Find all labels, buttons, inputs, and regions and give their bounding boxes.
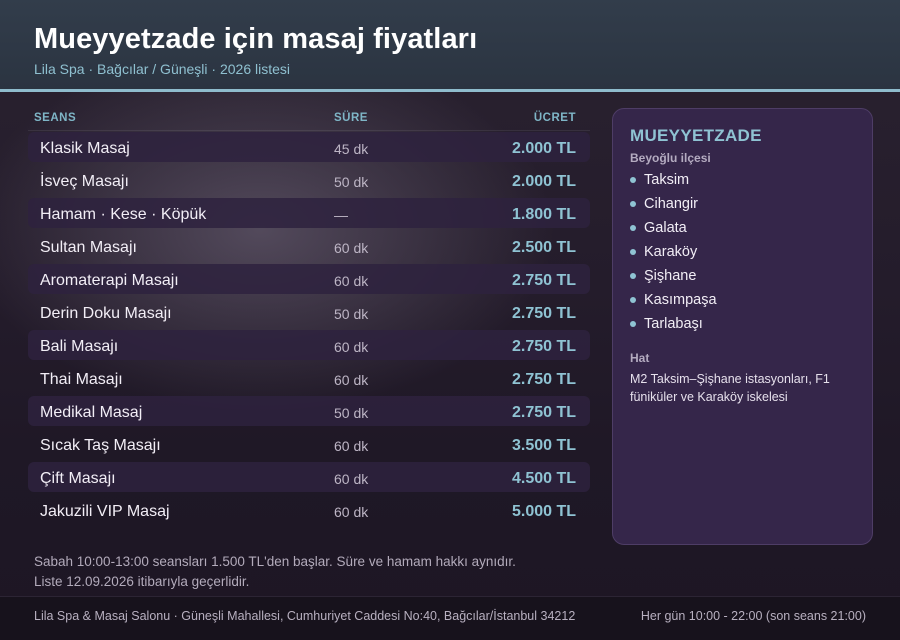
service-price: 2.000 TL bbox=[511, 140, 576, 157]
bullet-icon bbox=[630, 177, 636, 183]
district-name: Cihangir bbox=[644, 196, 698, 212]
service-price: 2.750 TL bbox=[511, 338, 576, 355]
list-item: Karaköy bbox=[630, 243, 717, 267]
list-item: Cihangir bbox=[630, 195, 717, 219]
service-price: 2.750 TL bbox=[511, 272, 576, 289]
bullet-icon bbox=[630, 201, 636, 207]
table-row: Jakuzili VIP Masaj 60 dk 5.000 TL bbox=[28, 495, 590, 525]
service-duration: 60 dk bbox=[334, 240, 369, 256]
table-row: İsveç Masajı 50 dk 2.000 TL bbox=[28, 165, 590, 195]
service-price: 4.500 TL bbox=[511, 470, 576, 487]
column-header-ucret: ÜCRET bbox=[533, 112, 576, 124]
service-duration: 50 dk bbox=[334, 306, 369, 322]
transit-label: Hat bbox=[630, 351, 650, 365]
table-header-divider bbox=[28, 130, 590, 131]
service-price: 2.500 TL bbox=[511, 239, 576, 256]
page-footer: Lila Spa & Masaj Salonu · Güneşli Mahall… bbox=[0, 596, 900, 640]
district-name: Karaköy bbox=[644, 244, 698, 260]
district-list: Taksim Cihangir Galata Karaköy Şişhane K… bbox=[630, 171, 717, 339]
bullet-icon bbox=[630, 225, 636, 231]
district-name: Şişhane bbox=[644, 268, 697, 284]
service-duration: 50 dk bbox=[334, 174, 369, 190]
service-price: 2.000 TL bbox=[511, 173, 576, 190]
service-name: Sıcak Taş Masajı bbox=[40, 437, 161, 454]
card-title: MUEYYETZADE bbox=[630, 126, 762, 145]
table-row: Aromaterapi Masajı 60 dk 2.750 TL bbox=[28, 264, 590, 294]
page-header: Mueyyetzade için masaj fiyatları Lila Sp… bbox=[0, 0, 900, 89]
service-duration: 60 dk bbox=[334, 339, 369, 355]
list-item: Şişhane bbox=[630, 267, 717, 291]
table-row: Thai Masajı 60 dk 2.750 TL bbox=[28, 363, 590, 393]
transit-info: M2 Taksim–Şişhane istasyonları, F1 fünik… bbox=[630, 372, 830, 404]
district-name: Tarlabaşı bbox=[644, 316, 703, 332]
bullet-icon bbox=[630, 297, 636, 303]
service-duration: 45 dk bbox=[334, 141, 369, 157]
table-row: Çift Masajı 60 dk 4.500 TL bbox=[28, 462, 590, 492]
note-line-validity: Liste 12.09.2026 itibarıyla geçerlidir. bbox=[34, 574, 250, 589]
district-name: Kasımpaşa bbox=[644, 292, 717, 308]
service-name: Jakuzili VIP Masaj bbox=[40, 503, 170, 520]
bullet-icon bbox=[630, 273, 636, 279]
service-name: Klasik Masaj bbox=[40, 140, 130, 157]
column-header-sure: SÜRE bbox=[334, 112, 368, 124]
service-price: 2.750 TL bbox=[511, 305, 576, 322]
price-notes: Sabah 10:00-13:00 seansları 1.500 TL'den… bbox=[34, 552, 594, 592]
service-name: Çift Masajı bbox=[40, 470, 116, 487]
service-name: Medikal Masaj bbox=[40, 404, 143, 421]
service-name: Sultan Masajı bbox=[40, 239, 137, 256]
table-row: Sıcak Taş Masajı 60 dk 3.500 TL bbox=[28, 429, 590, 459]
service-name: Hamam · Kese · Köpük bbox=[40, 206, 207, 223]
service-name: Thai Masajı bbox=[40, 371, 123, 388]
service-duration: 60 dk bbox=[334, 273, 369, 289]
footer-address: Lila Spa & Masaj Salonu · Güneşli Mahall… bbox=[34, 609, 576, 623]
table-row: Derin Doku Masajı 50 dk 2.750 TL bbox=[28, 297, 590, 327]
service-duration: 60 dk bbox=[334, 372, 369, 388]
service-duration: 60 dk bbox=[334, 471, 369, 487]
page-title: Mueyyetzade için masaj fiyatları bbox=[34, 23, 478, 55]
column-header-seans: SEANS bbox=[34, 112, 77, 124]
note-line-morning: Sabah 10:00-13:00 seansları 1.500 TL'den… bbox=[34, 554, 516, 569]
district-card: MUEYYETZADE Beyoğlu ilçesi Taksim Cihang… bbox=[612, 108, 873, 545]
table-row: Hamam · Kese · Köpük — 1.800 TL bbox=[28, 198, 590, 228]
list-item: Tarlabaşı bbox=[630, 315, 717, 339]
service-price: 5.000 TL bbox=[511, 503, 576, 520]
list-item: Taksim bbox=[630, 171, 717, 195]
price-table: Klasik Masaj 45 dk 2.000 TL İsveç Masajı… bbox=[28, 132, 590, 528]
table-row: Medikal Masaj 50 dk 2.750 TL bbox=[28, 396, 590, 426]
service-duration: — bbox=[334, 207, 348, 223]
header-divider bbox=[0, 89, 900, 92]
service-price: 3.500 TL bbox=[511, 437, 576, 454]
list-item: Galata bbox=[630, 219, 717, 243]
bullet-icon bbox=[630, 249, 636, 255]
service-duration: 60 dk bbox=[334, 438, 369, 454]
list-item: Kasımpaşa bbox=[630, 291, 717, 315]
footer-hours: Her gün 10:00 - 22:00 (son seans 21:00) bbox=[640, 609, 866, 623]
service-price: 2.750 TL bbox=[511, 371, 576, 388]
table-row: Sultan Masajı 60 dk 2.500 TL bbox=[28, 231, 590, 261]
service-duration: 60 dk bbox=[334, 504, 369, 520]
service-duration: 50 dk bbox=[334, 405, 369, 421]
page-subtitle: Lila Spa · Bağcılar / Güneşli · 2026 lis… bbox=[34, 61, 291, 77]
district-name: Taksim bbox=[644, 172, 690, 188]
district-name: Galata bbox=[644, 220, 687, 236]
service-name: Derin Doku Masajı bbox=[40, 305, 172, 322]
service-name: Bali Masajı bbox=[40, 338, 119, 355]
service-price: 2.750 TL bbox=[511, 404, 576, 421]
card-subtitle: Beyoğlu ilçesi bbox=[630, 151, 711, 165]
service-name: İsveç Masajı bbox=[40, 173, 129, 190]
table-row: Klasik Masaj 45 dk 2.000 TL bbox=[28, 132, 590, 162]
service-name: Aromaterapi Masajı bbox=[40, 272, 179, 289]
bullet-icon bbox=[630, 321, 636, 327]
table-row: Bali Masajı 60 dk 2.750 TL bbox=[28, 330, 590, 360]
service-price: 1.800 TL bbox=[511, 206, 576, 223]
